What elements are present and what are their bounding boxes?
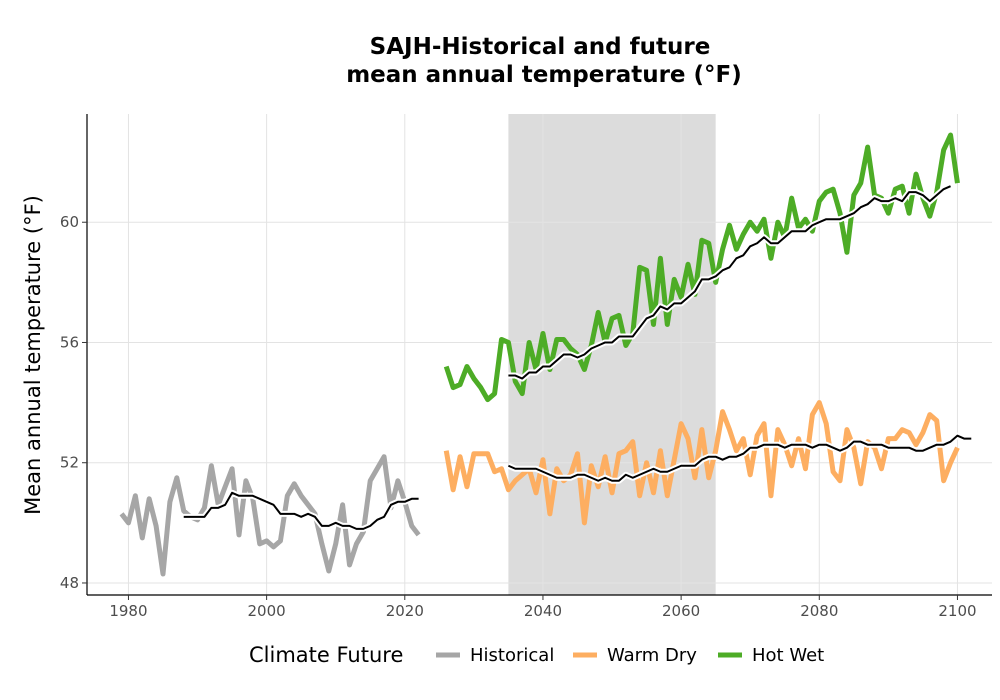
x-tick-label: 2020 [386, 602, 424, 620]
y-tick-label: 60 [60, 213, 79, 231]
y-axis-label: Mean annual temperature (°F) [21, 195, 45, 515]
rolling-mean-line-historical [183, 491, 419, 530]
x-tick-label: 2060 [662, 602, 700, 620]
y-tick-label: 52 [60, 454, 79, 472]
legend-title: Climate Future [249, 643, 403, 667]
legend-label-hot-wet: Hot Wet [752, 645, 824, 666]
plot-area: 1980 2000 2020 2040 2060 2080 2100 48 52 56 60 [60, 114, 992, 620]
rolling-mean-line-warm-dry [508, 434, 972, 482]
x-tick-label: 2000 [248, 602, 286, 620]
chart-title-line2: mean annual temperature (°F) [346, 62, 742, 88]
legend: Climate Future Historical Warm Dry Hot Wet [249, 643, 824, 667]
x-tick-label: 2040 [524, 602, 562, 620]
legend-items: Historical Warm Dry Hot Wet [436, 645, 824, 666]
legend-label-historical: Historical [470, 645, 554, 666]
y-tick-label: 48 [60, 574, 79, 592]
chart-title-line1: SAJH-Historical and future [370, 34, 711, 60]
x-tick-label: 2100 [938, 602, 976, 620]
series-line-hot-wet [443, 132, 960, 403]
rolling-mean-line-hot-wet [508, 185, 951, 380]
x-tick-label: 2080 [800, 602, 838, 620]
x-tick-label: 1980 [109, 602, 147, 620]
series-line-historical [119, 454, 421, 577]
legend-label-warm-dry: Warm Dry [607, 645, 697, 666]
y-tick-label: 56 [60, 333, 79, 351]
